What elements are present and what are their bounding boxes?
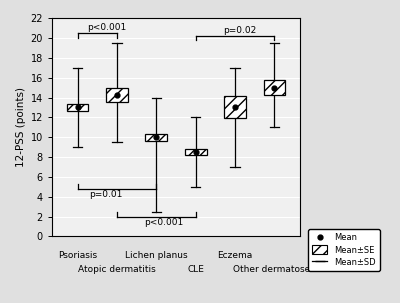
Text: CLE: CLE — [187, 265, 204, 274]
Bar — [146, 134, 167, 141]
Text: Eczema: Eczema — [218, 251, 253, 260]
Bar — [185, 149, 206, 155]
Legend: Mean, Mean±SE, Mean±SD: Mean, Mean±SE, Mean±SD — [308, 229, 380, 271]
Bar — [106, 88, 128, 102]
Text: Lichen planus: Lichen planus — [125, 251, 188, 260]
Bar — [224, 95, 246, 118]
Text: Atopic dermatitis: Atopic dermatitis — [78, 265, 156, 274]
Bar — [264, 80, 285, 95]
Text: p<0.001: p<0.001 — [88, 23, 127, 32]
Text: Other dermatoses: Other dermatoses — [234, 265, 315, 274]
Text: p=0.01: p=0.01 — [89, 190, 123, 199]
Y-axis label: 12-PSS (points): 12-PSS (points) — [16, 87, 26, 167]
Text: p=0.02: p=0.02 — [223, 26, 256, 35]
Bar — [67, 104, 88, 111]
Text: Psoriasis: Psoriasis — [58, 251, 97, 260]
Text: p<0.001: p<0.001 — [144, 218, 184, 227]
